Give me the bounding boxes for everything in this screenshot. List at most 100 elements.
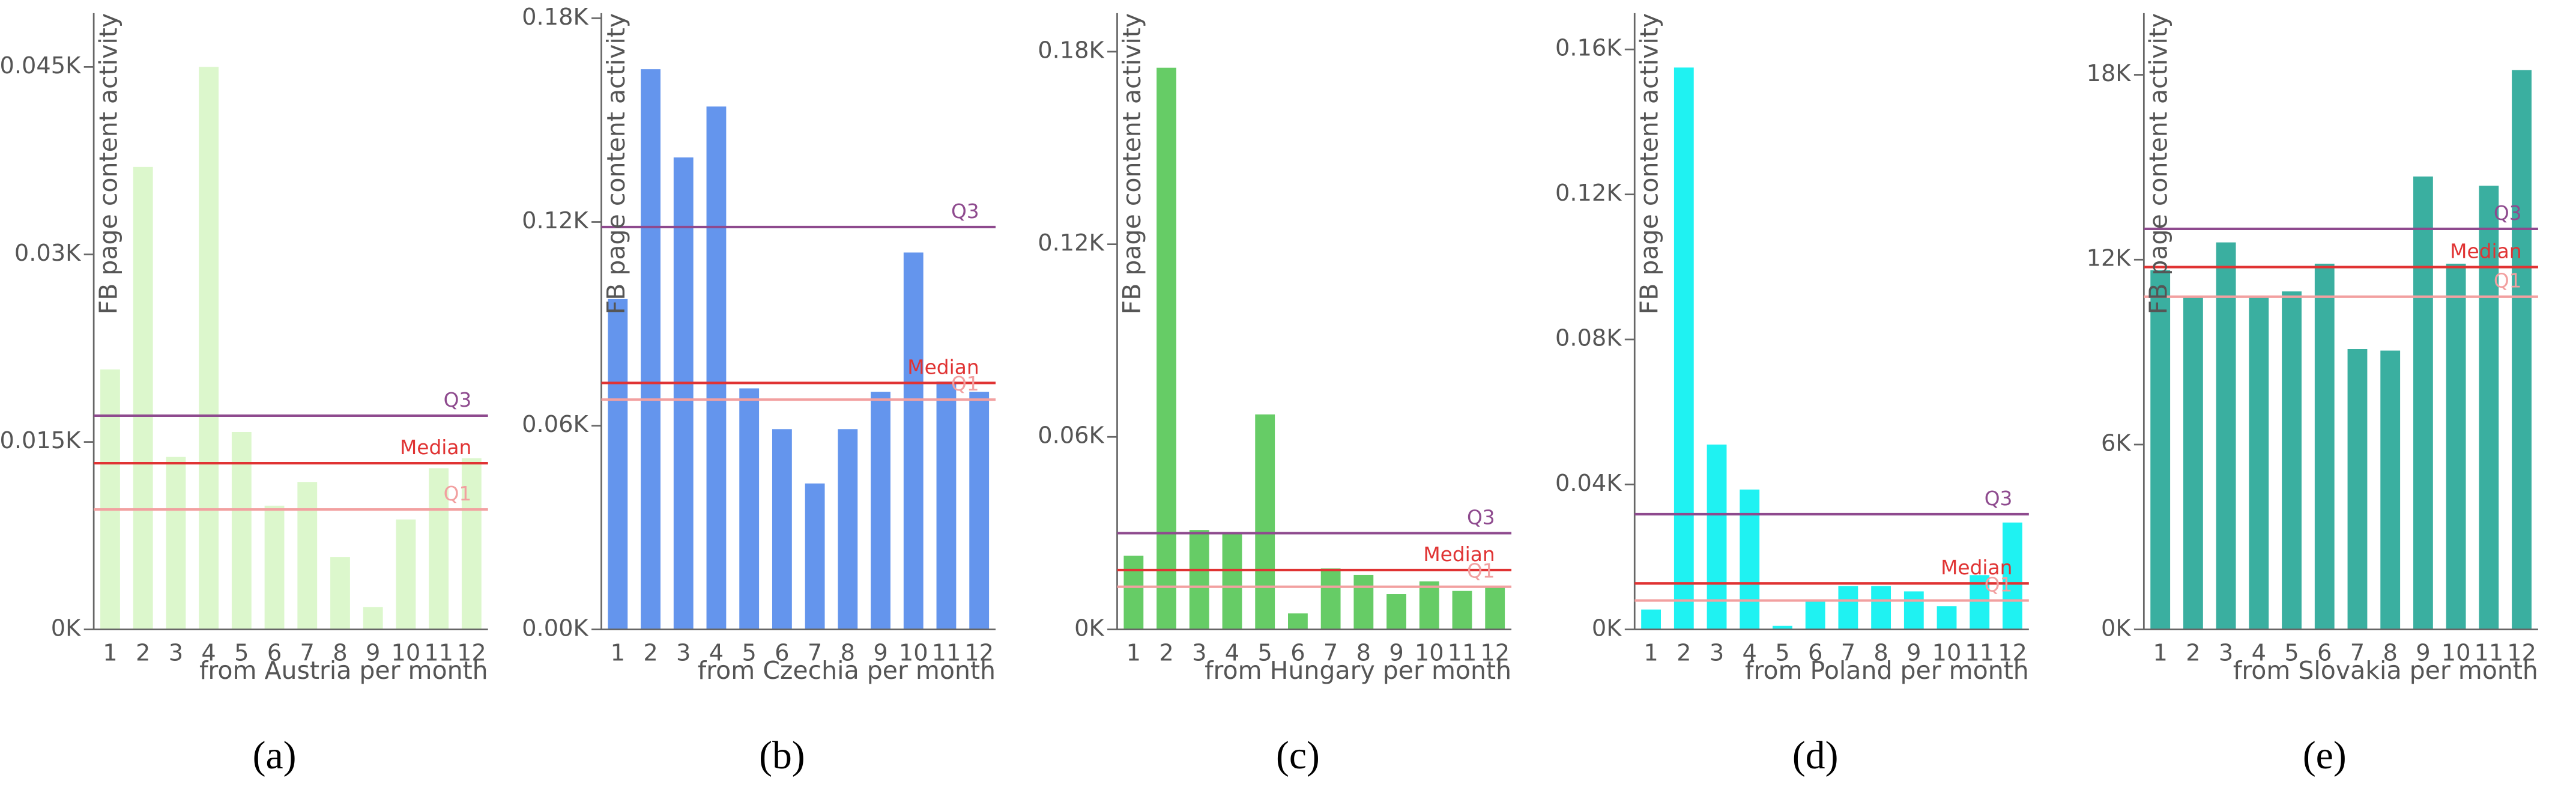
bar: [2347, 349, 2368, 630]
x-tick-label: 5: [1258, 639, 1272, 666]
x-tick-label: 2: [2186, 639, 2200, 666]
bar: [1641, 609, 1661, 630]
bar: [871, 392, 890, 630]
x-tick-label: 7: [808, 639, 822, 666]
x-tick-label: 4: [1225, 639, 1239, 666]
bar: [706, 106, 727, 630]
bar: [1288, 613, 1308, 630]
y-tick-label: 0.12K: [1555, 180, 1622, 207]
x-tick-label: 1: [1643, 639, 1658, 666]
x-tick-label: 2: [136, 639, 150, 666]
reference-label: Q3: [951, 200, 979, 223]
bar: [2216, 242, 2236, 630]
bar: [2413, 176, 2433, 630]
x-tick-label: 10: [1932, 639, 1962, 666]
x-tick-label: 7: [1841, 639, 1855, 666]
y-tick-label: 0K: [51, 615, 81, 642]
panel-label: (d): [1792, 734, 1839, 777]
x-tick-label: 11: [1965, 639, 1994, 666]
panel-label: (a): [253, 734, 297, 777]
x-tick-label: 1: [2153, 639, 2167, 666]
bar: [1673, 67, 1694, 630]
x-tick-label: 5: [742, 639, 756, 666]
bar: [100, 369, 120, 630]
x-tick-label: 2: [1677, 639, 1691, 666]
x-tick-label: 12: [1998, 639, 2027, 666]
bar: [772, 429, 792, 630]
reference-label: Median: [1423, 543, 1495, 566]
bar: [969, 392, 990, 630]
x-tick-label: 3: [169, 639, 183, 666]
x-tick-label: 6: [2317, 639, 2332, 666]
x-axis-label: from Slovakia per month: [2233, 656, 2538, 685]
bar: [1156, 67, 1176, 630]
y-tick-label: 0.03K: [14, 240, 81, 267]
bar: [1740, 489, 1760, 630]
x-tick-label: 8: [2383, 639, 2398, 666]
x-tick-label: 7: [300, 639, 315, 666]
bar: [297, 482, 318, 630]
bar: [2150, 270, 2171, 630]
x-tick-label: 5: [234, 639, 249, 666]
x-tick-label: 6: [1290, 639, 1305, 666]
y-tick-label: 0.18K: [1038, 37, 1104, 64]
bar: [1255, 414, 1275, 630]
bar: [166, 457, 186, 630]
bar: [673, 157, 694, 630]
bar: [133, 166, 153, 630]
reference-label: Median: [400, 436, 471, 459]
x-tick-label: 3: [1192, 639, 1206, 666]
x-tick-label: 6: [775, 639, 789, 666]
x-tick-label: 4: [201, 639, 216, 666]
x-tick-label: 11: [424, 639, 453, 666]
x-tick-label: 7: [1323, 639, 1338, 666]
bar: [2183, 296, 2203, 630]
bar: [2249, 296, 2269, 630]
bar: [1419, 581, 1439, 630]
bar: [903, 252, 924, 630]
bar: [363, 607, 383, 630]
bar: [231, 432, 252, 630]
reference-label: Q1: [1985, 573, 2013, 596]
bar: [1937, 606, 1957, 630]
bar: [1452, 591, 1472, 630]
x-tick-label: 8: [841, 639, 855, 666]
x-tick-label: 2: [1159, 639, 1173, 666]
y-tick-label: 0.00K: [522, 615, 588, 642]
bar: [396, 519, 416, 630]
bar: [1222, 533, 1242, 630]
x-tick-label: 9: [1906, 639, 1921, 666]
bar: [641, 69, 661, 630]
x-tick-label: 3: [676, 639, 691, 666]
bar: [1773, 625, 1792, 630]
y-tick-label: 0K: [1074, 615, 1104, 642]
y-tick-label: 0.12K: [522, 207, 588, 234]
x-tick-label: 5: [1775, 639, 1789, 666]
y-tick-label: 0.08K: [1555, 325, 1622, 352]
bar: [936, 381, 957, 630]
y-tick-label: 0.18K: [522, 4, 588, 31]
panel-label: (e): [2303, 734, 2347, 777]
y-axis-label: FB page content activity: [1117, 13, 1146, 315]
x-tick-label: 10: [392, 639, 421, 666]
x-tick-label: 5: [2284, 639, 2299, 666]
x-tick-label: 9: [366, 639, 380, 666]
bar: [1386, 594, 1406, 630]
reference-label: Q3: [1467, 506, 1495, 529]
y-tick-label: 0.06K: [522, 411, 588, 438]
x-tick-label: 6: [267, 639, 282, 666]
bar: [2314, 263, 2335, 630]
reference-label: Q1: [2494, 270, 2522, 293]
x-tick-label: 8: [1873, 639, 1888, 666]
x-axis-label: from Hungary per month: [1205, 656, 1511, 685]
bar: [2446, 263, 2466, 630]
x-tick-label: 7: [2350, 639, 2365, 666]
x-tick-label: 3: [2219, 639, 2233, 666]
x-tick-label: 1: [103, 639, 117, 666]
bar: [608, 299, 628, 630]
x-tick-label: 10: [899, 639, 928, 666]
bar: [2380, 350, 2401, 630]
x-tick-label: 4: [2252, 639, 2266, 666]
bar: [2479, 186, 2499, 630]
